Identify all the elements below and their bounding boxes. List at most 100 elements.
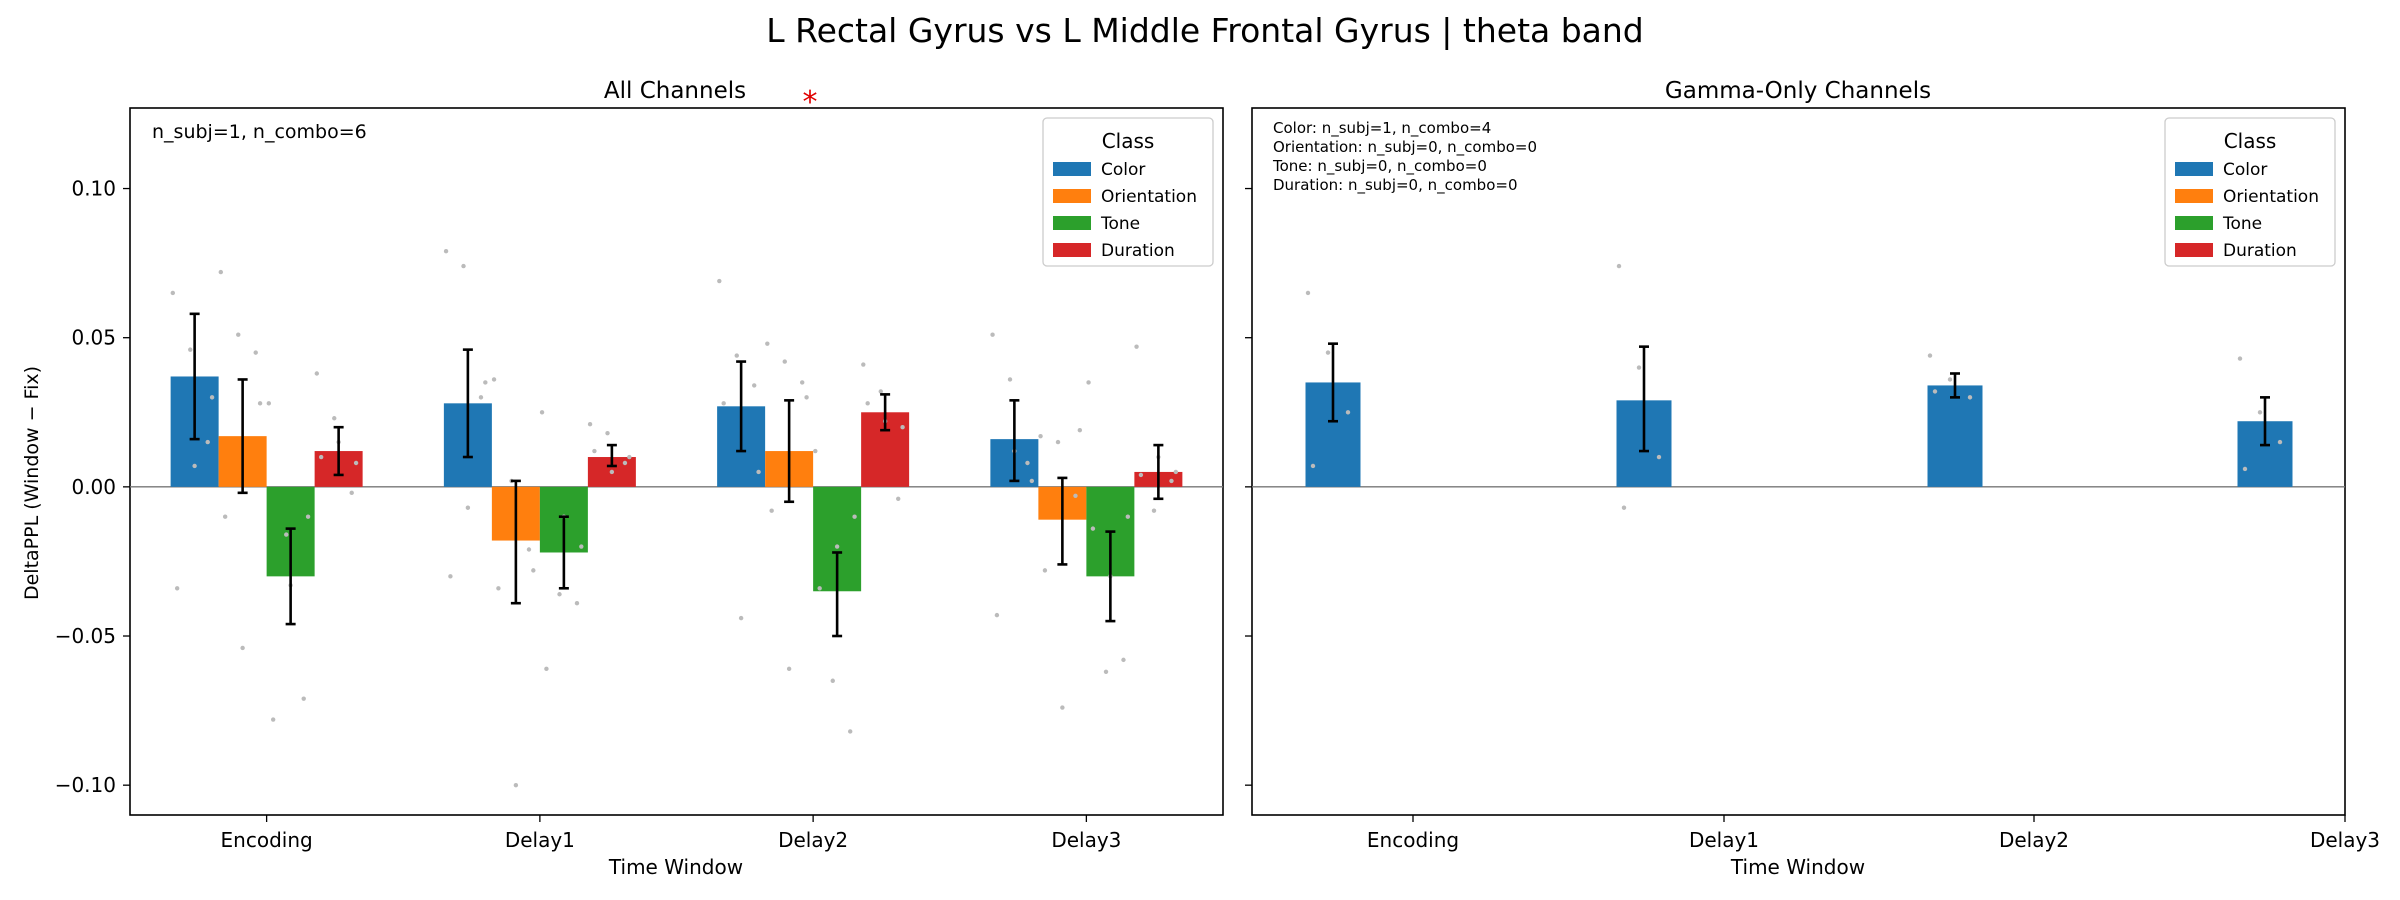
data-point xyxy=(1077,427,1083,433)
x-tick-label: Delay2 xyxy=(778,828,848,852)
legend-right: Class Color Orientation Tone Duration xyxy=(2164,117,2336,267)
plot-area-right: Encoding Delay1 Delay2 Delay3 xyxy=(1245,107,2380,852)
annotation-left: n_subj=1, n_combo=6 xyxy=(152,121,367,143)
legend-label: Duration xyxy=(2223,241,2297,261)
data-point xyxy=(574,600,580,606)
legend-swatch xyxy=(2175,243,2213,257)
x-axis-label-right: Time Window xyxy=(1730,855,1865,879)
data-point xyxy=(353,460,359,466)
data-point xyxy=(605,430,610,436)
data-point xyxy=(284,532,289,537)
y-axis-label: DeltaPPL (Window − Fix) xyxy=(21,366,43,600)
data-point xyxy=(2237,356,2243,361)
data-point xyxy=(526,547,532,552)
data-point xyxy=(531,568,536,573)
data-point xyxy=(738,615,744,621)
data-point xyxy=(1932,389,1938,394)
x-tick-label: Delay1 xyxy=(505,828,575,852)
figure-title: L Rectal Gyrus vs L Middle Frontal Gyrus… xyxy=(766,11,1644,50)
data-point xyxy=(1345,410,1351,415)
data-point xyxy=(1636,365,1642,370)
data-point xyxy=(861,362,866,367)
data-point xyxy=(209,395,215,400)
data-point xyxy=(305,514,311,519)
data-point xyxy=(1305,290,1311,296)
data-point xyxy=(2277,439,2283,445)
data-point xyxy=(349,490,354,496)
data-point xyxy=(852,514,857,519)
legend-swatch xyxy=(2175,189,2213,203)
data-point xyxy=(513,782,519,788)
data-point xyxy=(878,389,883,394)
legend-label: Color xyxy=(1101,160,1145,180)
data-point xyxy=(1007,377,1013,382)
data-point xyxy=(257,401,263,406)
legend-swatch xyxy=(1053,162,1091,176)
data-point xyxy=(734,353,739,358)
data-point xyxy=(448,574,453,579)
data-point xyxy=(443,248,449,254)
data-point xyxy=(1125,514,1131,519)
data-point xyxy=(896,496,901,501)
data-point xyxy=(786,666,792,672)
data-point xyxy=(222,514,228,519)
data-point xyxy=(478,395,484,400)
data-point xyxy=(782,359,787,364)
legend-swatch xyxy=(1053,216,1091,230)
bar xyxy=(1927,385,1983,487)
data-point xyxy=(813,448,818,454)
data-point xyxy=(496,586,501,591)
data-point xyxy=(587,422,593,427)
significance-star: * xyxy=(803,85,818,120)
data-point xyxy=(1967,395,1973,400)
x-axis-label-left: Time Window xyxy=(608,855,743,879)
data-point xyxy=(205,439,210,445)
data-point xyxy=(270,717,276,722)
legend-title: Class xyxy=(2224,129,2277,153)
data-point xyxy=(332,416,337,421)
data-point xyxy=(2242,466,2248,472)
annotation-line: Tone: n_subj=0, n_combo=0 xyxy=(1272,157,1487,176)
panel-all-channels: All Channels * DeltaPPL (Window − Fix) T… xyxy=(21,78,1224,879)
data-point xyxy=(994,612,1000,618)
data-point xyxy=(830,678,835,683)
legend-label: Color xyxy=(2223,160,2267,180)
data-point xyxy=(1073,493,1078,499)
data-point xyxy=(1060,705,1065,710)
data-point xyxy=(266,401,272,406)
legend-swatch xyxy=(2175,216,2213,230)
data-point xyxy=(240,645,245,651)
data-point xyxy=(557,592,562,597)
legend-swatch xyxy=(1053,189,1091,203)
data-point xyxy=(1042,568,1048,573)
data-point xyxy=(1151,508,1157,513)
data-point xyxy=(622,460,628,466)
data-point xyxy=(848,729,853,734)
data-point xyxy=(483,380,488,385)
panel-title-gamma-only: Gamma-Only Channels xyxy=(1665,78,1931,104)
legend-label: Tone xyxy=(2222,214,2262,234)
data-point xyxy=(834,544,840,549)
data-point xyxy=(579,544,584,549)
x-tick-label: Delay1 xyxy=(1689,828,1759,852)
data-point xyxy=(192,463,197,469)
data-point xyxy=(544,666,549,672)
y-tick-label: 0.00 xyxy=(71,475,116,499)
legend-label: Orientation xyxy=(1101,187,1197,207)
data-point xyxy=(1947,377,1953,382)
legend-swatch xyxy=(1053,243,1091,257)
data-point xyxy=(170,290,176,296)
x-tick-label: Delay3 xyxy=(1051,828,1121,852)
data-point xyxy=(461,263,466,269)
data-point xyxy=(1169,478,1174,484)
annotation-line: Orientation: n_subj=0, n_combo=0 xyxy=(1273,138,1537,157)
data-point xyxy=(1927,353,1933,358)
data-point xyxy=(1173,469,1179,475)
data-point xyxy=(765,341,770,346)
annotation-line: Color: n_subj=1, n_combo=4 xyxy=(1273,119,1491,138)
data-point xyxy=(1138,472,1144,478)
y-tick-label: 0.10 xyxy=(71,177,116,201)
data-point xyxy=(491,377,497,382)
plot-area-left: −0.10 −0.05 0.00 0.05 0.10 Encoding Delay1 Dela… xyxy=(55,107,1224,852)
